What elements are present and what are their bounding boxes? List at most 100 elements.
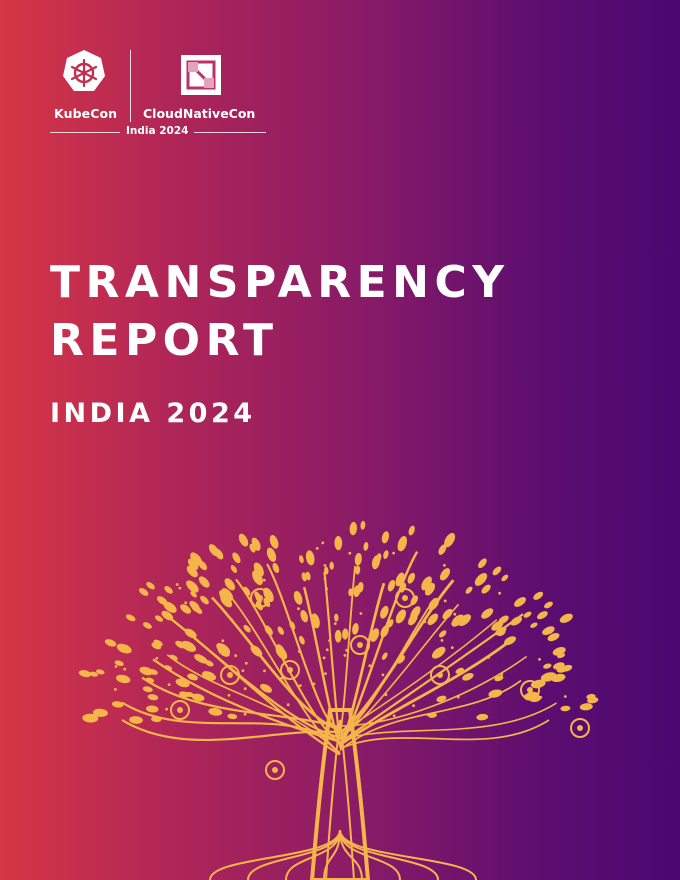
- tree-branch: [266, 563, 341, 733]
- tree-leaf: [230, 565, 238, 574]
- tree-leaf: [114, 660, 124, 667]
- tree-leaf: [533, 591, 544, 600]
- tree-leaf: [492, 566, 502, 576]
- tree-leaf: [523, 611, 532, 618]
- tree-leaf: [370, 628, 380, 642]
- tree-leaf: [381, 652, 388, 660]
- tree-leaf: [342, 628, 349, 640]
- tree-leaf: [116, 643, 132, 654]
- tree-leaf: [187, 558, 199, 570]
- tree-leaf: [104, 639, 117, 647]
- tree-leaf: [436, 695, 447, 702]
- tree-leaf: [348, 588, 353, 597]
- tree-leaf: [115, 674, 131, 684]
- tree-leaf: [250, 645, 263, 657]
- tree-leaf: [397, 536, 408, 552]
- tree-leaf: [196, 655, 208, 664]
- tree-branch: [302, 586, 342, 746]
- tree-leaf: [129, 716, 143, 724]
- cncf-icon: [181, 55, 221, 95]
- tree-leaf: [397, 654, 405, 663]
- tree-leaf: [462, 672, 474, 681]
- tree-flower: [570, 718, 590, 738]
- tree-leaf: [334, 613, 339, 622]
- tree-root: [209, 829, 341, 880]
- tree-leaf: [293, 591, 303, 605]
- tree-leaf: [504, 636, 516, 646]
- tree-leaf: [145, 677, 155, 683]
- tree-leaf: [455, 667, 464, 674]
- tree-leaf: [547, 633, 560, 642]
- tree-leaf: [427, 613, 439, 626]
- tree-leaf: [243, 624, 251, 633]
- report-title-line1: TRANSPARENCY: [50, 257, 510, 308]
- tree-leaf: [269, 535, 279, 549]
- tree-branch: [122, 701, 341, 744]
- tree-leaf: [180, 604, 192, 614]
- tree-leaf: [164, 586, 173, 594]
- tree-leaf: [481, 584, 491, 594]
- event-label: India 2024: [126, 125, 189, 137]
- tree-leaf: [551, 673, 566, 683]
- event-divider-left: [50, 132, 120, 133]
- tree-leaf: [299, 555, 304, 564]
- tree-trunk: [309, 708, 371, 880]
- tree-leaf: [255, 601, 263, 611]
- tree-leaf: [186, 565, 198, 578]
- tree-leaf: [249, 543, 256, 553]
- tree-leaf: [410, 606, 421, 620]
- tree-branch: [339, 655, 528, 727]
- tree-leaf: [438, 630, 447, 638]
- tree-leaf: [305, 550, 315, 566]
- tree-leaf: [324, 566, 329, 575]
- tree-leaf: [300, 610, 309, 623]
- tree-leaf: [232, 552, 241, 564]
- tree-leaf: [395, 609, 407, 624]
- tree-leaf: [146, 581, 155, 590]
- tree-leaf: [216, 643, 231, 655]
- tree-leaf: [514, 597, 526, 607]
- tree-leaf: [407, 572, 416, 584]
- tree-leaf: [354, 552, 362, 566]
- tree-leaf: [151, 716, 162, 723]
- tree-leaf: [474, 572, 488, 586]
- tree-leaf: [260, 683, 272, 693]
- tree-branch: [166, 654, 341, 755]
- tree-leaf: [334, 629, 342, 643]
- tree-flower: [265, 760, 285, 780]
- tree-leaf: [329, 561, 334, 570]
- report-subtitle: INDIA 2024: [50, 398, 256, 429]
- tree-flower: [350, 635, 370, 655]
- tree-leaf: [510, 616, 523, 626]
- tree-leaf: [201, 671, 217, 681]
- tree-leaf: [299, 635, 305, 645]
- report-title: TRANSPARENCY REPORT: [50, 254, 650, 370]
- tree-leaf: [142, 686, 153, 693]
- tree-leaf: [151, 642, 162, 650]
- tree-branch: [339, 638, 513, 746]
- tree-leaf: [560, 705, 571, 712]
- tree-leaf: [243, 586, 251, 596]
- tree-leaf: [561, 664, 573, 672]
- tree-leaf: [163, 601, 177, 613]
- tree-leaf: [125, 614, 136, 622]
- tree-leaf: [301, 572, 307, 582]
- event-divider-right: [194, 132, 266, 133]
- tree-leaf: [544, 601, 553, 609]
- tree-leaf: [465, 586, 473, 594]
- tree-leaf: [289, 621, 296, 630]
- tree-leaf: [194, 606, 203, 614]
- tree-leaf: [252, 570, 263, 586]
- logo-divider: [130, 50, 131, 122]
- tree-leaf: [428, 597, 440, 611]
- tree-leaf: [442, 608, 453, 620]
- tree-leaf: [586, 693, 596, 700]
- conference-logo: KubeCon CloudNativeCon India 2024: [48, 48, 268, 140]
- tree-leaf: [161, 610, 174, 621]
- tree-leaf: [96, 669, 105, 675]
- tree-leaf: [387, 619, 394, 628]
- tree-branch: [339, 719, 550, 750]
- tree-leaf: [187, 673, 198, 681]
- tree-leaf: [146, 705, 159, 713]
- tree-leaf: [224, 578, 236, 591]
